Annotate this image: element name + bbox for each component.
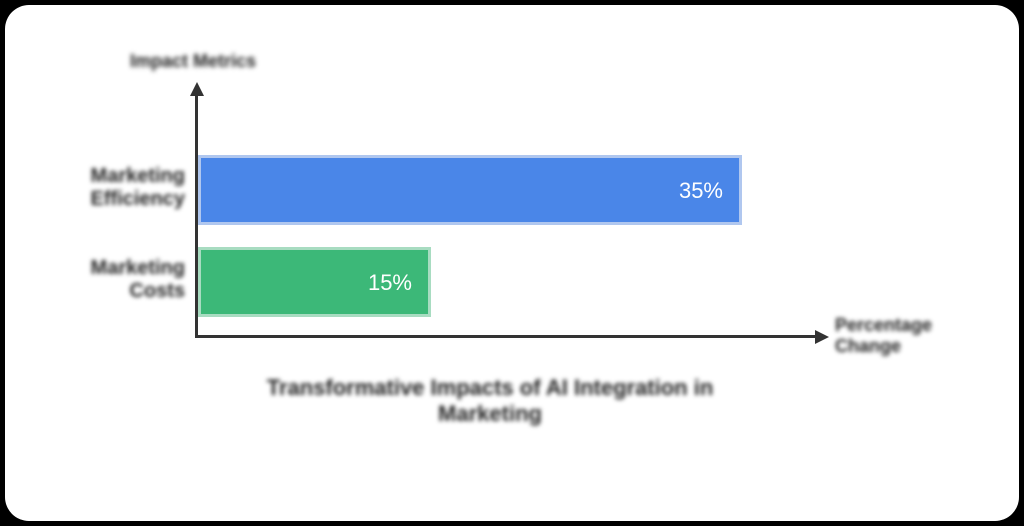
bar-value-marketing-efficiency: 35% xyxy=(679,178,723,204)
y-axis-arrow xyxy=(190,82,204,96)
y-axis-label: Impact Metrics xyxy=(130,52,256,72)
bar-marketing-costs: 15% xyxy=(198,247,431,317)
bar-marketing-efficiency: 35% xyxy=(198,155,742,225)
x-axis-label: Percentage Change xyxy=(835,315,965,356)
chart-title: Transformative Impacts of AI Integration… xyxy=(260,375,720,428)
bar-value-marketing-costs: 15% xyxy=(368,270,412,296)
category-label-marketing-costs: Marketing Costs xyxy=(65,257,185,303)
x-axis xyxy=(195,335,815,338)
category-label-marketing-efficiency: Marketing Efficiency xyxy=(65,165,185,211)
x-axis-arrow xyxy=(815,330,829,344)
